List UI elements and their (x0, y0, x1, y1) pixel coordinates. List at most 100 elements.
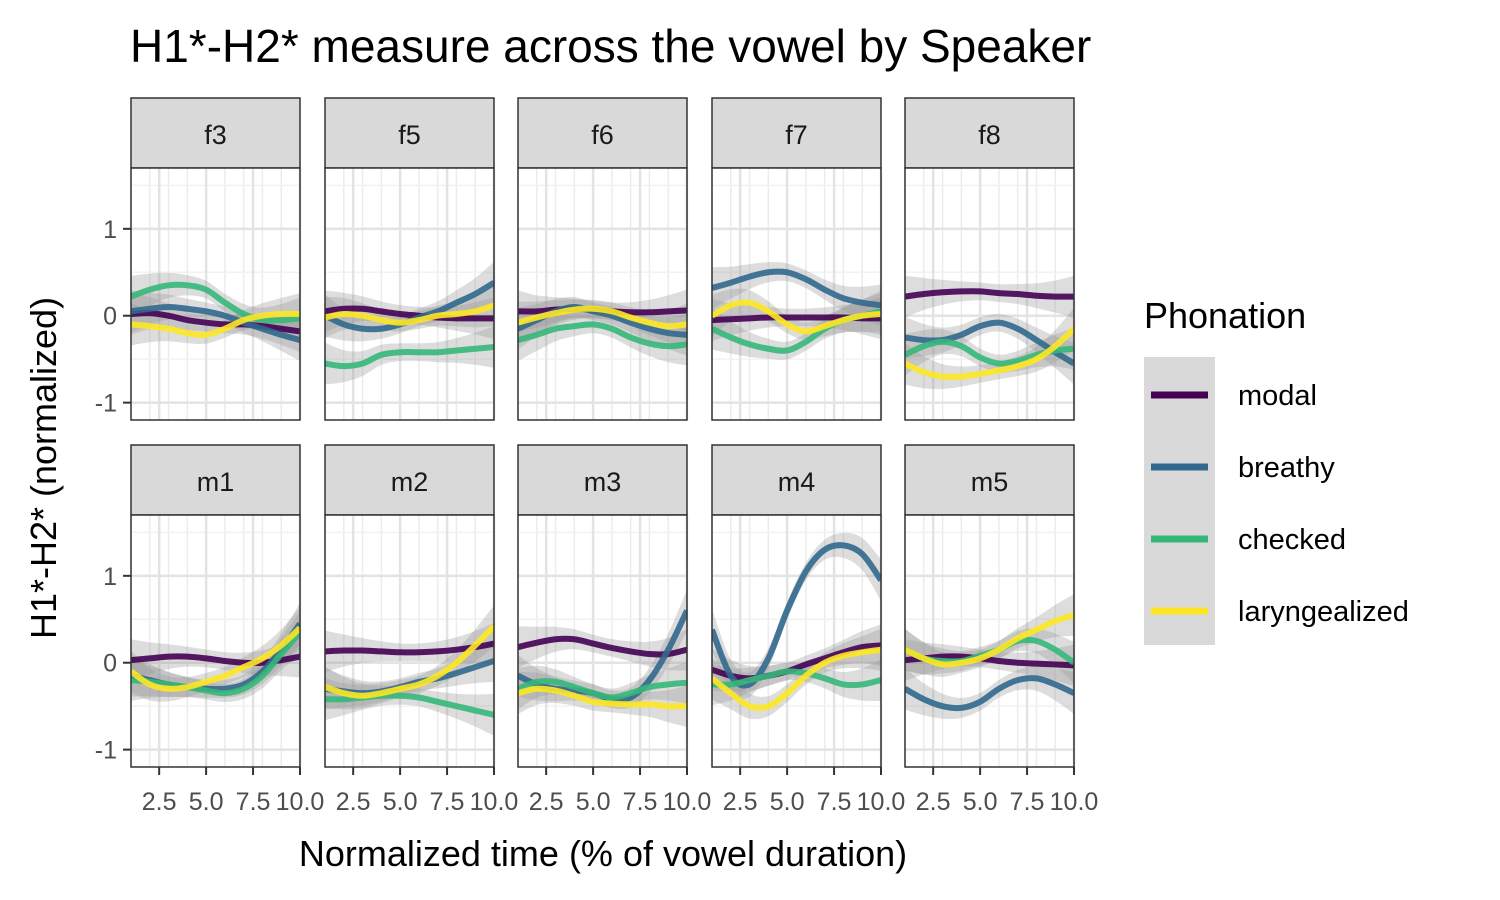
strip-label-f6: f6 (591, 120, 614, 150)
line-m2-laryngealized (325, 624, 494, 699)
panel-border (517, 167, 688, 421)
x-tick-label: 10.0 (470, 788, 519, 816)
panel-border (711, 167, 882, 421)
line-m4-modal (712, 642, 881, 682)
x-tick-label: 2.5 (336, 788, 371, 816)
series-lines (325, 624, 494, 718)
line-m1-laryngealized (131, 625, 300, 692)
y-tick-label: 1 (103, 563, 117, 591)
panel-m3: m3 2.5 5.0 7.5 10.0 (517, 444, 712, 816)
legend-entry-laryngealized: laryngealized (1151, 596, 1409, 628)
line-m4-checked (712, 668, 881, 689)
series-lines (905, 288, 1074, 380)
strip-m5 (904, 444, 1075, 516)
line-f3-laryngealized (131, 310, 300, 339)
x-tick-label: 7.5 (236, 788, 271, 816)
y-tick-label: 0 (103, 650, 117, 678)
strip-f6 (517, 97, 688, 169)
panel-border (130, 514, 301, 768)
band-breathy (905, 313, 1074, 385)
series-lines (131, 621, 300, 697)
strip-m3 (517, 444, 688, 516)
legend-label-breathy: breathy (1238, 452, 1335, 484)
strip-label-m4: m4 (778, 467, 816, 497)
panel-border (711, 514, 882, 768)
series-lines (131, 281, 300, 343)
panel-border (904, 167, 1075, 421)
band-breathy (518, 589, 687, 710)
series-lines (325, 280, 494, 370)
panel-f7: f7 (711, 97, 883, 421)
x-tick-label: 2.5 (723, 788, 758, 816)
band-checked (131, 272, 300, 340)
panel-border (517, 514, 688, 768)
strip-f3 (130, 97, 301, 169)
line-m4-laryngealized (712, 646, 881, 711)
strip-label-f8: f8 (978, 120, 1001, 150)
minor-gridlines (130, 515, 301, 767)
line-m1-checked (131, 630, 300, 697)
y-tick-label: -1 (95, 737, 117, 765)
legend-key-background (1144, 357, 1215, 645)
legend-label-laryngealized: laryngealized (1238, 596, 1409, 628)
x-tick-label: 7.5 (817, 788, 852, 816)
panel-m5: m5 2.5 5.0 7.5 10.0 (904, 444, 1099, 816)
band-modal (712, 624, 881, 692)
y-tick-label: 1 (103, 216, 117, 244)
x-tick-label: 5.0 (770, 788, 805, 816)
x-tick-label: 10.0 (663, 788, 712, 816)
series-lines (712, 542, 881, 711)
panel-border (324, 514, 495, 768)
strip-f5 (324, 97, 495, 169)
line-f6-laryngealized (518, 305, 687, 330)
strip-label-m5: m5 (971, 467, 1009, 497)
line-f7-laryngealized (712, 299, 881, 335)
x-axis-title: Normalized time (% of vowel duration) (299, 833, 907, 874)
legend-entry-breathy: breathy (1151, 452, 1335, 484)
panel-f6: f6 (517, 97, 689, 421)
line-f6-checked (518, 321, 687, 350)
x-tick-label: 10.0 (276, 788, 325, 816)
x-tick-label: 5.0 (576, 788, 611, 816)
x-tick-label: 5.0 (963, 788, 998, 816)
x-tick-label: 10.0 (1050, 788, 1099, 816)
x-tick-label: 7.5 (1010, 788, 1045, 816)
strip-label-f7: f7 (785, 120, 808, 150)
band-checked (518, 661, 687, 710)
line-m3-laryngealized (518, 685, 687, 710)
band-laryngealized (905, 307, 1074, 390)
line-f5-modal (325, 305, 494, 322)
band-modal (905, 275, 1074, 318)
strip-f7 (711, 97, 882, 169)
legend-label-modal: modal (1238, 380, 1317, 412)
series-lines (518, 304, 687, 350)
line-f8-laryngealized (905, 326, 1074, 380)
series-lines (712, 268, 881, 354)
line-f3-breathy (131, 304, 300, 343)
chart-title: H1*-H2* measure across the vowel by Spea… (130, 20, 1091, 72)
y-axis-title: H1*-H2* (normalized) (23, 297, 64, 639)
y-tick-label: 0 (103, 303, 117, 331)
x-tick-label: 2.5 (529, 788, 564, 816)
band-modal (325, 622, 494, 673)
line-f8-modal (905, 288, 1074, 300)
panel-f8: f8 (904, 97, 1076, 421)
major-gridlines (131, 515, 302, 767)
panel-background (518, 168, 687, 420)
legend-entry-modal: modal (1151, 380, 1317, 412)
line-m2-modal (325, 640, 494, 656)
series-lines (518, 609, 687, 710)
strip-label-m1: m1 (197, 467, 235, 497)
x-tick-label: 7.5 (430, 788, 465, 816)
series-lines (905, 612, 1074, 712)
panel-m1: m1 -1 0 1 2.5 5.0 7.5 10.0 (95, 444, 325, 816)
x-tick-label: 2.5 (916, 788, 951, 816)
strip-m4 (711, 444, 882, 516)
line-f5-laryngealized (325, 302, 494, 326)
strip-label-m2: m2 (391, 467, 429, 497)
line-m3-modal (518, 635, 687, 658)
line-f3-modal (131, 310, 300, 335)
panel-border (904, 514, 1075, 768)
